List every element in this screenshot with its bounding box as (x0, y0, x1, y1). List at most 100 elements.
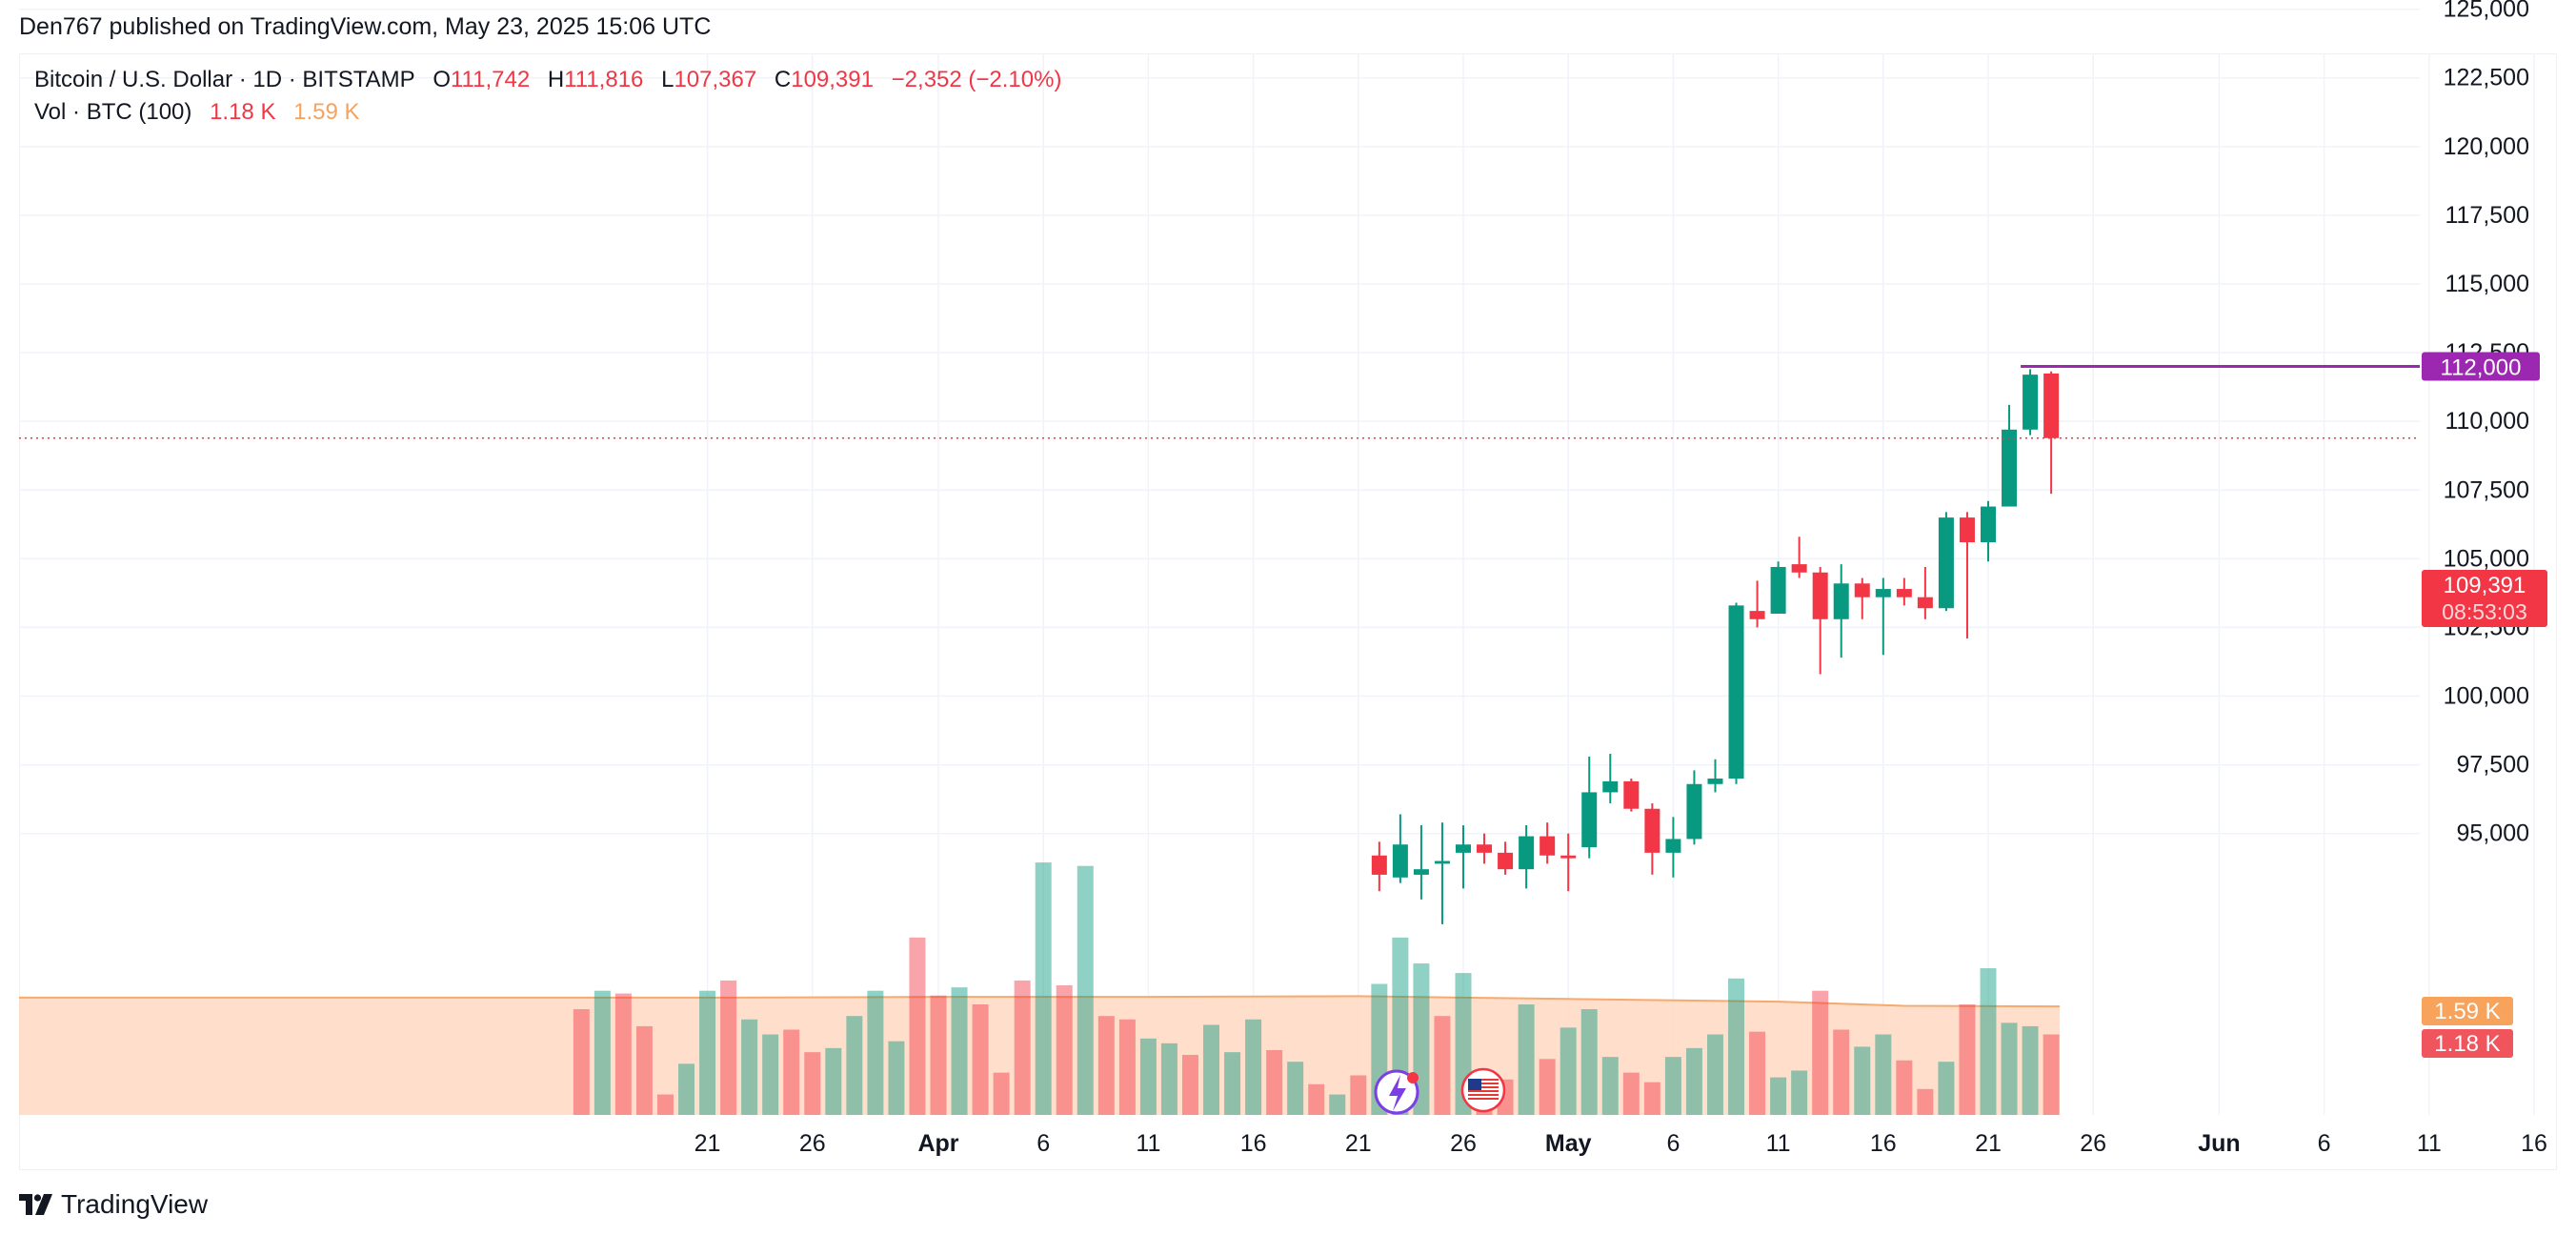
volume-ma-value: 1.59 K (293, 99, 360, 125)
x-axis-label: 11 (1766, 1130, 1791, 1157)
candle-body[interactable] (1791, 564, 1807, 573)
candle-body[interactable] (1959, 517, 1975, 543)
candle-body[interactable] (1728, 605, 1744, 779)
candle-body[interactable] (1770, 566, 1786, 615)
high-value: 111,816 (564, 67, 644, 92)
volume-bar (1097, 1016, 1115, 1115)
close-label: C (774, 67, 792, 92)
horizontal-line-price-badge[interactable] (2422, 352, 2540, 381)
x-axis-label: 26 (2080, 1130, 2106, 1157)
candle-body[interactable] (1981, 506, 1996, 543)
candle-body[interactable] (1519, 836, 1535, 870)
symbol-title[interactable]: Bitcoin / U.S. Dollar · 1D · BITSTAMP (34, 67, 415, 92)
x-axis-label: May (1545, 1130, 1592, 1157)
volume-bar (1875, 1034, 1892, 1115)
candle-body[interactable] (2043, 373, 2060, 438)
candle-body[interactable] (1707, 779, 1723, 784)
volume-bar (1622, 1072, 1640, 1115)
volume-ma-area (19, 996, 2061, 1115)
candle-body[interactable] (1896, 589, 1912, 597)
candle-body[interactable] (1602, 780, 1619, 793)
chart-area[interactable] (19, 53, 2557, 1170)
flag-stripe (1468, 1079, 1499, 1081)
candle-body[interactable] (1456, 844, 1471, 853)
open-value: 111,742 (450, 67, 531, 92)
volume-bar (930, 995, 947, 1115)
volume-bar (656, 1094, 674, 1115)
volume-bar (2001, 1022, 2018, 1115)
volume-bar (1728, 978, 1745, 1115)
volume-bar (1706, 1034, 1723, 1115)
candle-body[interactable] (1833, 583, 1849, 619)
flag-canton (1468, 1079, 1481, 1090)
volume-bar (1959, 1004, 1976, 1115)
candle-body[interactable] (1749, 611, 1765, 619)
volume-ma-badge[interactable] (2422, 997, 2513, 1025)
candle-body[interactable] (1392, 844, 1408, 878)
candle-body[interactable] (1665, 839, 1681, 853)
countdown-label: 08:53:03 (2442, 599, 2527, 624)
volume-bar (1685, 1047, 1702, 1115)
volume-bar (594, 990, 611, 1115)
volume-bar (678, 1063, 695, 1115)
volume-bar (2022, 1025, 2039, 1115)
candle-body[interactable] (1581, 792, 1598, 848)
x-axis-label: 26 (799, 1130, 826, 1157)
candle-body[interactable] (1623, 780, 1640, 809)
volume-bar (1854, 1046, 1871, 1115)
candle-body[interactable] (1686, 783, 1702, 840)
y-axis-label: 117,500 (2445, 202, 2529, 229)
volume-bar (1917, 1088, 1934, 1115)
x-axis-label: 26 (1450, 1130, 1477, 1157)
low-label: L (661, 67, 674, 92)
candle-body[interactable] (2023, 375, 2039, 430)
tradingview-logo-icon (19, 1194, 52, 1215)
volume-last-badge[interactable] (2422, 1029, 2513, 1058)
candle-body[interactable] (1560, 855, 1577, 859)
candle-body[interactable] (1540, 836, 1556, 856)
x-axis-label: Apr (917, 1130, 958, 1157)
tradingview-branding[interactable]: TradingView (19, 1189, 208, 1220)
y-axis-label: 97,500 (2457, 752, 2529, 779)
volume-bar (1224, 1052, 1241, 1115)
volume-bar (1118, 1019, 1136, 1115)
volume-title[interactable]: Vol · BTC (100) (34, 99, 192, 125)
y-axis-label: 115,000 (2445, 271, 2529, 297)
volume-bar (1434, 1016, 1451, 1115)
volume-bar (1139, 1038, 1157, 1115)
candle-body[interactable] (1477, 844, 1493, 853)
candle-body[interactable] (1854, 583, 1870, 597)
last-price-badge[interactable] (2422, 570, 2547, 627)
candle-body[interactable] (1938, 517, 1954, 609)
volume-bar (1938, 1062, 1955, 1115)
candle-body[interactable] (1371, 855, 1387, 875)
x-axis-label: 16 (1240, 1130, 1267, 1157)
ohlc-legend: Bitcoin / U.S. Dollar · 1D · BITSTAMP O1… (34, 67, 1061, 93)
volume-bar (762, 1034, 779, 1115)
flag-stripe (1468, 1090, 1499, 1092)
candle-body[interactable] (1498, 852, 1514, 870)
candle-body[interactable] (1875, 589, 1891, 597)
candle-body[interactable] (1917, 597, 1933, 609)
volume-bar (1245, 1019, 1262, 1115)
candle-body[interactable] (2002, 429, 2018, 507)
x-axis-label: Jun (2198, 1130, 2240, 1157)
volume-bar (635, 1025, 653, 1115)
publish-info: Den767 published on TradingView.com, May… (19, 13, 712, 40)
candle-body[interactable] (1434, 860, 1450, 864)
close-value: 109,391 (791, 67, 874, 92)
volume-ma-badge-label: 1.59 K (2434, 999, 2500, 1024)
x-axis-label: 11 (1136, 1130, 1160, 1157)
volume-bar (951, 987, 968, 1115)
volume-bar (825, 1047, 842, 1115)
volume-bar (1518, 1004, 1535, 1115)
candle-body[interactable] (1644, 808, 1660, 853)
x-axis-label: 11 (2417, 1130, 2442, 1157)
candle-body[interactable] (1413, 869, 1429, 875)
change-value: −2,352 (−2.10%) (891, 67, 1062, 92)
x-axis-label: 16 (1870, 1130, 1897, 1157)
volume-bar (804, 1052, 821, 1115)
candle-body[interactable] (1812, 572, 1828, 619)
tradingview-brand-text: TradingView (61, 1189, 209, 1219)
